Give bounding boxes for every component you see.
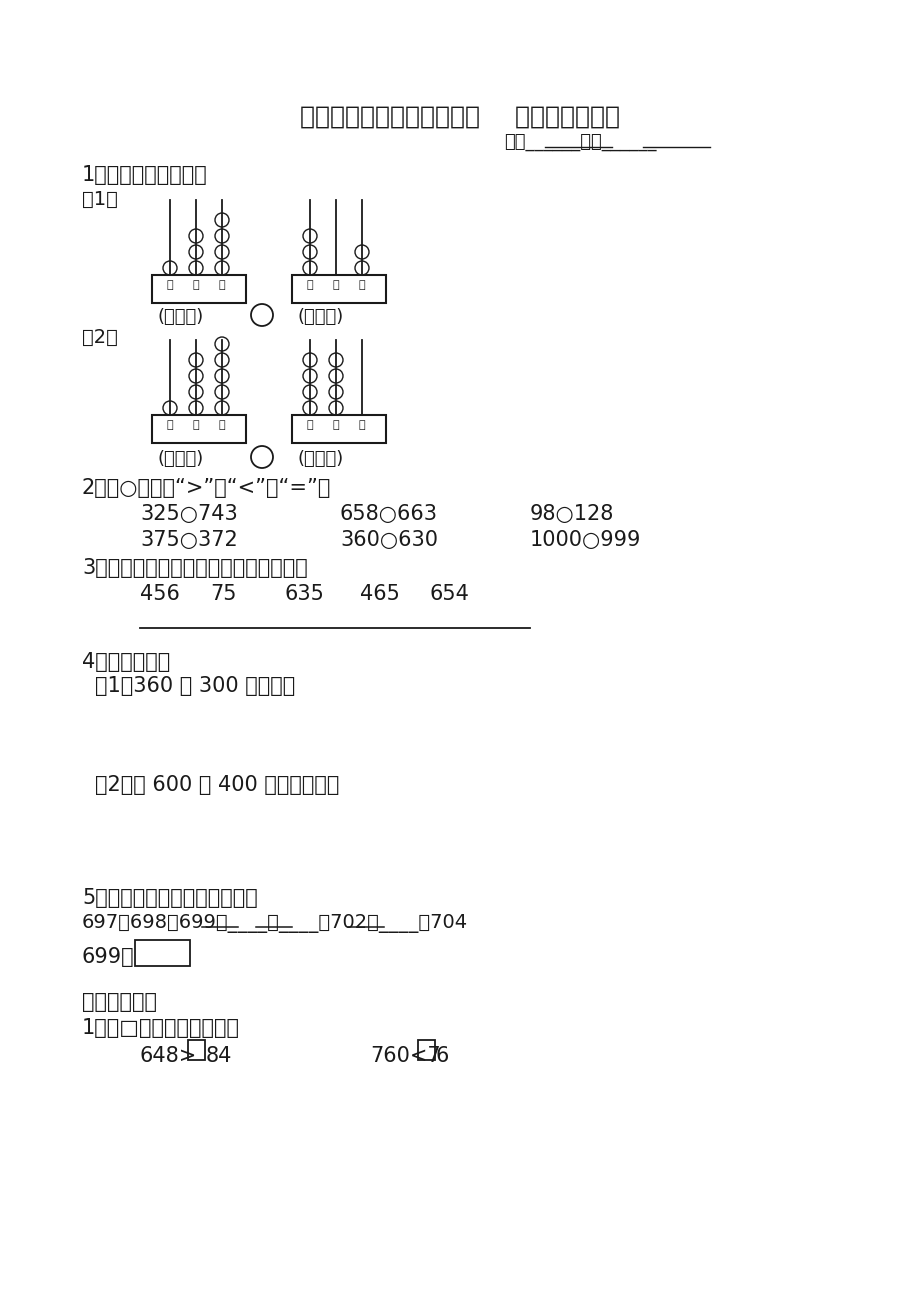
Text: （2）比 600 多 400 的数是多少？: （2）比 600 多 400 的数是多少？: [95, 775, 339, 796]
Text: 班级______姓名______: 班级______姓名______: [504, 133, 655, 151]
Text: 十: 十: [333, 280, 339, 290]
Text: 4．列式计算。: 4．列式计算。: [82, 652, 170, 672]
Text: (　　　): ( ): [158, 309, 204, 326]
Bar: [291, 275, 386, 303]
Text: 654: 654: [429, 585, 470, 604]
Text: 465: 465: [359, 585, 400, 604]
Text: 75: 75: [210, 585, 236, 604]
Text: （1）360 比 300 多多少？: （1）360 比 300 多多少？: [95, 676, 295, 697]
Text: （2）: （2）: [82, 328, 118, 348]
Text: 375○372: 375○372: [140, 530, 237, 549]
Text: 百: 百: [306, 421, 313, 430]
Text: 百: 百: [166, 421, 173, 430]
Bar: [291, 415, 386, 443]
Text: 十: 十: [333, 421, 339, 430]
Bar: [135, 940, 190, 966]
Text: 456: 456: [140, 585, 180, 604]
Text: 个: 个: [358, 280, 365, 290]
Text: 1．在□里填上适当的数。: 1．在□里填上适当的数。: [82, 1018, 240, 1038]
Bar: [152, 275, 245, 303]
Text: （苏教版）二年级数学下册    认识几百几十几: （苏教版）二年级数学下册 认识几百几十几: [300, 105, 619, 129]
Text: 6: 6: [436, 1046, 448, 1066]
Text: 697、698、699、____、____、702、____、704: 697、698、699、____、____、702、____、704: [82, 914, 468, 934]
Text: 2．在○里填上“>”、“<”、“=”。: 2．在○里填上“>”、“<”、“=”。: [82, 478, 331, 497]
Text: 5．按规律填数，再比较大小。: 5．按规律填数，再比较大小。: [82, 888, 257, 907]
Text: 760<7: 760<7: [369, 1046, 440, 1066]
Text: 325○743: 325○743: [140, 504, 237, 523]
Text: (　　　): ( ): [158, 450, 204, 467]
Text: (　　　): ( ): [298, 309, 344, 326]
Text: 个: 个: [219, 421, 225, 430]
Text: 3．把下列各数按从小到大的顺序排列。: 3．把下列各数按从小到大的顺序排列。: [82, 559, 308, 578]
Text: 《拓展提高》: 《拓展提高》: [82, 992, 157, 1012]
Text: 699＜: 699＜: [82, 947, 134, 967]
Text: （1）: （1）: [82, 190, 118, 210]
Text: 十: 十: [192, 421, 199, 430]
Text: 十: 十: [192, 280, 199, 290]
Text: 百: 百: [306, 280, 313, 290]
Text: 百: 百: [166, 280, 173, 290]
Text: 98○128: 98○128: [529, 504, 614, 523]
Text: (　　　): ( ): [298, 450, 344, 467]
Bar: [187, 1040, 205, 1060]
Bar: [152, 415, 245, 443]
Text: 1000○999: 1000○999: [529, 530, 641, 549]
Text: 648>: 648>: [140, 1046, 197, 1066]
Bar: [417, 1040, 435, 1060]
Text: 个: 个: [358, 421, 365, 430]
Text: 84: 84: [206, 1046, 233, 1066]
Text: 635: 635: [285, 585, 324, 604]
Text: 658○663: 658○663: [340, 504, 437, 523]
Text: 360○630: 360○630: [340, 530, 437, 549]
Text: 个: 个: [219, 280, 225, 290]
Text: 1．写一写，比一比。: 1．写一写，比一比。: [82, 165, 208, 185]
